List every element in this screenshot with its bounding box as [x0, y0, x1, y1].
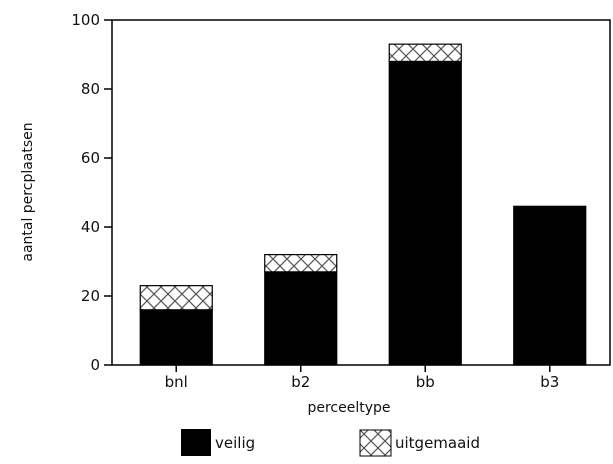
x-axis-title: perceeltype [307, 400, 390, 416]
x-tick-label-b2: b2 [291, 373, 310, 391]
bar-b2-veilig [264, 271, 338, 366]
plot-frame [111, 19, 611, 366]
y-tick-label: 80 [81, 80, 100, 98]
y-axis: 0 20 40 60 80 100 [71, 11, 112, 374]
bars [139, 43, 587, 366]
legend-swatch-uitgemaaid [359, 429, 392, 457]
plot-area-border [111, 19, 611, 366]
legend-item-uitgemaaid: uitgemaaid [359, 429, 480, 457]
legend-swatch-veilig [181, 429, 211, 456]
bar-bb-veilig [388, 60, 462, 366]
x-tick-label-b3: b3 [540, 373, 559, 391]
y-tick-label: 20 [81, 287, 100, 305]
y-tick-label: 40 [81, 218, 100, 236]
legend-label-veilig: veilig [215, 434, 255, 452]
legend-item-veilig: veilig [181, 429, 255, 456]
legend: veilig uitgemaaid [181, 429, 480, 457]
x-tick-label-bb: bb [416, 373, 435, 391]
bar-b3-veilig [513, 205, 587, 366]
bar-b2-uitgemaaid [264, 254, 338, 273]
bar-bnl-veilig [139, 309, 213, 366]
bar-bb-uitgemaaid [388, 43, 462, 63]
legend-label-uitgemaaid: uitgemaaid [395, 434, 480, 452]
x-axis: bnl b2 bb b3 [165, 365, 559, 391]
y-tick-label: 100 [71, 11, 100, 29]
y-axis-title: aantal percplaatsen [20, 122, 36, 261]
y-tick-label: 0 [90, 356, 100, 374]
bar-bnl-uitgemaaid [139, 285, 213, 311]
y-tick-label: 60 [81, 149, 100, 167]
x-tick-label-bnl: bnl [165, 373, 188, 391]
